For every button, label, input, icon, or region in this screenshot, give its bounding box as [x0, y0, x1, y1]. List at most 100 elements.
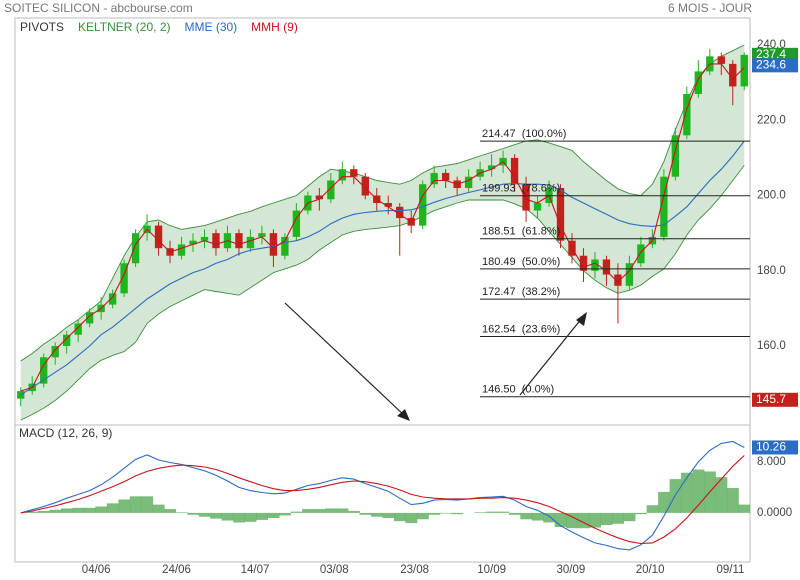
- labels: 160.0180.0200.0220.0240.0237.4234.6145.7…: [19, 20, 798, 576]
- histogram-bar: [715, 477, 728, 513]
- candle-body: [637, 244, 645, 264]
- fib-label: 172.47 (38.2%): [482, 286, 560, 298]
- legend-entry: PIVOTS: [20, 20, 64, 34]
- histogram-bar: [612, 512, 624, 524]
- histogram-bar: [359, 512, 372, 515]
- histogram-bar: [348, 510, 360, 513]
- histogram-bar: [531, 512, 544, 521]
- histogram-bar: [233, 512, 245, 523]
- histogram-bar: [658, 491, 670, 513]
- histogram-bar: [554, 512, 567, 527]
- arrow-head: [397, 409, 410, 421]
- histogram-bar: [520, 512, 533, 520]
- candle-body: [108, 293, 117, 305]
- histogram-bar: [336, 508, 349, 513]
- histogram-bar: [164, 509, 177, 513]
- candle-body: [625, 263, 634, 286]
- histogram-bar: [727, 488, 739, 513]
- candle-body: [579, 255, 588, 271]
- x-tick-label: 24/06: [162, 564, 191, 576]
- price-tag-label: 145.7: [756, 392, 786, 406]
- y-tick-label: 200.0: [757, 190, 786, 202]
- histogram-bar: [106, 503, 119, 513]
- y-tick-label: 160.0: [757, 340, 786, 352]
- histogram-bar: [83, 507, 96, 513]
- x-tick-label: 30/09: [556, 564, 585, 576]
- histogram-bar: [497, 511, 510, 513]
- histogram-bar: [508, 512, 521, 515]
- x-tick-label: 10/09: [477, 564, 506, 576]
- histogram-bar: [302, 509, 314, 513]
- histogram-bar: [393, 512, 406, 522]
- candle-body: [602, 259, 611, 275]
- panel-title: MACD (12, 26, 9): [19, 426, 112, 440]
- candle-body: [131, 233, 140, 264]
- histogram-bar: [485, 511, 498, 513]
- candle-body: [487, 165, 496, 170]
- line-series: [20, 140, 745, 396]
- histogram-bar: [175, 512, 188, 513]
- histogram-bar: [129, 496, 142, 513]
- candle-body: [441, 172, 450, 181]
- price-tag: [752, 58, 798, 73]
- histogram-bar: [152, 504, 165, 513]
- candle-body: [660, 176, 668, 237]
- candle-body: [350, 169, 358, 177]
- candle-body: [683, 93, 691, 136]
- histogram-bar: [646, 505, 659, 513]
- histogram-bar: [290, 511, 303, 513]
- histogram-bar: [543, 512, 556, 523]
- y-tick-label: 8.000: [757, 456, 786, 468]
- candle-body: [258, 233, 266, 237]
- candle-body: [189, 240, 197, 245]
- legend-entry: MMH (9): [251, 20, 298, 34]
- histogram-bar: [371, 512, 383, 517]
- candle-body: [74, 323, 82, 335]
- histogram-bar: [26, 511, 39, 513]
- band-lower: [20, 165, 745, 421]
- fib-label: 188.51 (61.8%): [482, 226, 560, 238]
- candle-body: [338, 169, 346, 181]
- x-tick-label: 03/08: [320, 564, 349, 576]
- price-tag: [752, 392, 798, 407]
- legend-entry: MME (30): [185, 20, 238, 34]
- arrows: [284, 302, 587, 421]
- x-tick-label: 04/06: [82, 564, 111, 576]
- y-tick-label: 0.0000: [757, 507, 792, 519]
- y-tick-label: 220.0: [757, 114, 786, 126]
- fib-label: 180.49 (50.0%): [482, 256, 560, 268]
- histogram-bar: [428, 512, 441, 515]
- candle-body: [269, 233, 278, 256]
- histogram-bar: [221, 512, 234, 521]
- value-tag-label: 10.26: [756, 440, 786, 454]
- candle-body: [154, 225, 163, 249]
- histogram-bar: [681, 472, 693, 513]
- candle-body: [694, 71, 702, 94]
- candle-body: [212, 233, 220, 249]
- candle-body: [717, 56, 725, 64]
- histogram-bar: [187, 512, 200, 515]
- fib-label: 214.47 (100.0%): [482, 128, 566, 140]
- x-tick-label: 20/10: [636, 564, 665, 576]
- histogram-bar: [623, 512, 636, 522]
- price-tag: [752, 47, 798, 62]
- candle-body: [384, 203, 392, 207]
- histogram-bar: [405, 512, 418, 524]
- histogram-bar: [95, 506, 108, 513]
- candle-body: [281, 236, 289, 256]
- candle-body: [235, 233, 243, 249]
- candle-body: [556, 188, 565, 241]
- price-tag-label: 234.6: [756, 58, 786, 72]
- histogram-bar: [416, 512, 429, 520]
- fibonacci: 214.47 (100.0%) 199.93 (78.6%) 188.51 (61.…: [480, 128, 750, 398]
- histogram-bar: [451, 512, 464, 515]
- candle-body: [63, 334, 71, 346]
- candle-body: [740, 54, 748, 87]
- fib-label: 199.93 (78.6%): [482, 183, 560, 195]
- histogram-bar: [244, 512, 257, 522]
- histogram-bar: [279, 512, 291, 516]
- price-tag-label: 237.4: [756, 47, 786, 61]
- candle-body: [51, 346, 59, 358]
- bands: [20, 44, 751, 529]
- candle-body: [327, 180, 335, 200]
